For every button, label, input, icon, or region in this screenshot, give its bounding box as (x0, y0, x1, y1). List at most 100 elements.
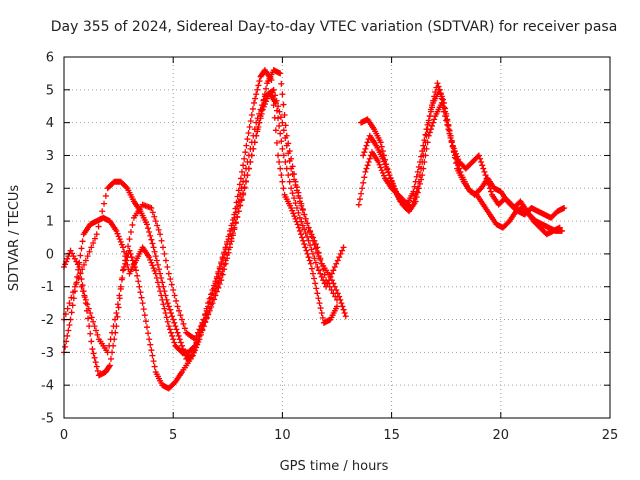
data-point (480, 165, 487, 172)
data-point (321, 271, 328, 278)
y-tick-label: 3 (46, 149, 54, 164)
data-point (62, 261, 69, 268)
data-point (436, 86, 443, 93)
data-point (288, 165, 295, 172)
data-point (154, 261, 161, 268)
data-point (326, 283, 333, 290)
data-point (115, 233, 122, 240)
data-point (246, 124, 253, 131)
data-point (315, 249, 322, 256)
data-point (68, 309, 75, 316)
data-point (145, 225, 152, 232)
data-point (441, 108, 448, 115)
data-point (415, 163, 422, 170)
data-point (194, 341, 201, 348)
data-point (454, 159, 461, 166)
x-tick-label: 15 (383, 428, 400, 443)
data-point (65, 327, 72, 334)
data-point (189, 352, 196, 359)
data-point (81, 292, 88, 299)
series-track-f (358, 86, 568, 221)
data-point (126, 247, 133, 254)
data-point (320, 266, 327, 273)
data-point (431, 116, 438, 123)
data-point (224, 241, 231, 248)
y-tick-label: 1 (46, 215, 54, 230)
data-point (149, 240, 156, 247)
data-point (90, 350, 97, 357)
data-point (308, 246, 315, 253)
data-point (200, 316, 207, 323)
data-point (364, 162, 371, 169)
data-point (376, 161, 383, 168)
data-point (252, 95, 259, 102)
data-point (334, 257, 341, 264)
data-point (379, 148, 386, 155)
data-point (162, 309, 169, 316)
data-point (298, 202, 305, 209)
data-point (292, 200, 299, 207)
plot-frame (63, 56, 611, 419)
data-point (426, 129, 433, 136)
data-point (243, 142, 250, 149)
data-point (289, 207, 296, 214)
data-point (115, 304, 122, 311)
data-point (330, 280, 337, 287)
data-point (279, 119, 286, 126)
data-point (79, 238, 86, 245)
y-tick-label: 0 (46, 247, 54, 262)
y-tick-label: 6 (46, 51, 54, 66)
data-point (79, 288, 86, 295)
data-point (247, 145, 254, 152)
data-point (280, 152, 287, 159)
data-point (160, 301, 167, 308)
data-point (256, 78, 263, 85)
data-point (273, 97, 280, 104)
data-point (362, 145, 369, 152)
data-point (232, 209, 239, 216)
data-point (160, 244, 167, 251)
data-point (241, 172, 248, 179)
data-point (91, 235, 98, 242)
y-tick-label: -4 (41, 379, 54, 394)
data-point (360, 152, 367, 159)
data-point (341, 309, 348, 316)
data-point (334, 296, 340, 303)
data-point (222, 245, 229, 252)
data-point (142, 318, 149, 325)
data-point (280, 101, 287, 108)
data-point (75, 274, 82, 281)
data-point (203, 307, 210, 314)
data-point (221, 261, 228, 268)
data-point (356, 196, 363, 203)
data-point (419, 148, 426, 155)
data-point (378, 167, 385, 174)
data-point (382, 161, 389, 168)
data-point (168, 281, 175, 288)
data-point (442, 113, 449, 120)
data-point (355, 201, 362, 208)
data-point (309, 250, 316, 257)
data-point (126, 236, 133, 243)
data-point (390, 183, 397, 190)
data-point (147, 232, 154, 239)
data-point (86, 248, 93, 255)
data-point (260, 97, 267, 104)
data-point (280, 185, 287, 192)
data-point (238, 168, 245, 175)
data-point (308, 231, 315, 238)
data-point (109, 329, 116, 336)
data-point (300, 237, 307, 244)
data-point (164, 264, 171, 271)
data-point (146, 336, 153, 343)
data-point (77, 270, 84, 277)
data-point (384, 166, 391, 173)
data-point (147, 341, 154, 348)
data-point (380, 158, 387, 165)
data-point (420, 165, 427, 172)
data-point (85, 305, 92, 312)
data-point (272, 92, 279, 99)
data-point (107, 336, 114, 343)
data-point (276, 122, 283, 129)
data-point (317, 305, 324, 312)
